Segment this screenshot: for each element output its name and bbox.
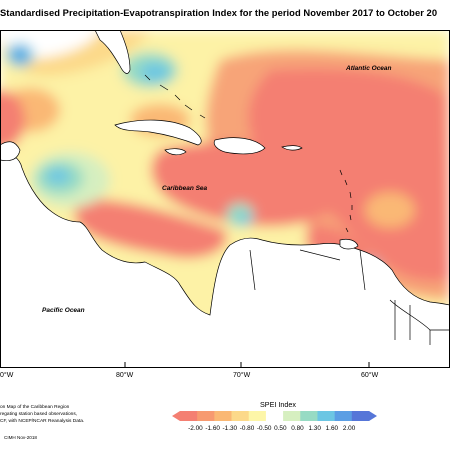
legend-arrow-low [172, 411, 180, 421]
legend-tick-label: -2.00 [188, 425, 203, 432]
legend-swatch [214, 411, 232, 421]
legend-swatch [180, 411, 198, 421]
spei-legend [172, 411, 377, 421]
legend-swatch [317, 411, 335, 421]
legend-tick-label: 1.30 [308, 425, 321, 432]
caribbean-label: Caribbean Sea [162, 185, 208, 192]
legend-swatch [351, 411, 370, 421]
page-title: Standardised Precipitation-Evapotranspir… [0, 7, 438, 18]
legend-swatch [283, 411, 301, 421]
longitude-label: 0°W [0, 372, 14, 379]
legend-title: SPEI Index [260, 400, 296, 409]
legend-swatch [231, 411, 250, 421]
source-note-1: on Map of the Caribbean Region [0, 405, 70, 410]
legend-tick-label: 0.80 [291, 425, 304, 432]
legend-arrow-high [369, 411, 377, 421]
title-bar: Standardised Precipitation-Evapotranspir… [0, 0, 450, 30]
legend-tick-label: -1.60 [205, 425, 220, 432]
legend-tick-label: 2.00 [342, 425, 356, 432]
legend-swatch [265, 411, 284, 421]
source-note-2: regating station based observations, [0, 412, 78, 417]
legend-swatch [300, 411, 318, 421]
legend-tick-label: -0.50 [256, 425, 272, 432]
longitude-label: 80°W [116, 372, 134, 379]
atlantic-label: Atlantic Ocean [345, 65, 392, 72]
legend-tick-label: 1.60 [325, 425, 339, 432]
pacific-label: Pacific Ocean [42, 307, 85, 314]
legend-swatch [197, 411, 215, 421]
longitude-label: 70°W [233, 372, 251, 379]
source-note-3: CF, with NCEP/NCAR Reanalysis Data. [0, 419, 85, 424]
legend-tick-label: -1.30 [222, 425, 238, 432]
spei-map: Atlantic Ocean Caribbean Sea Pacific Oce… [0, 30, 450, 368]
legend-tick-label: 0.50 [274, 425, 287, 432]
credit: CIMH Nov-2018 [4, 435, 37, 440]
legend-swatch [248, 411, 267, 421]
legend-tick-label: -0.80 [239, 425, 255, 432]
legend-swatch [334, 411, 353, 421]
longitude-label: 60°W [361, 372, 379, 379]
